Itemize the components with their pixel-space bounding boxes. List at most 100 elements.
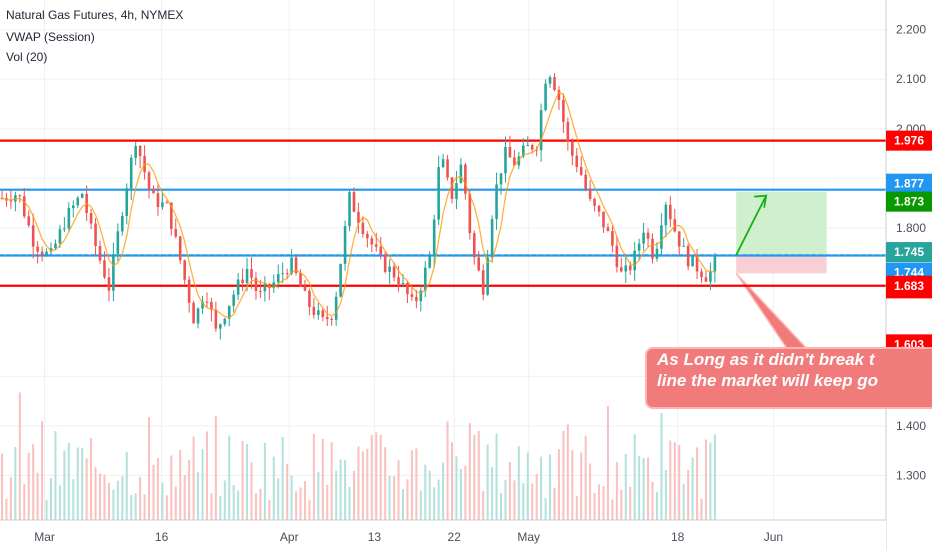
volume-bar (531, 483, 534, 520)
volume-bar (669, 440, 672, 520)
volume-bar (308, 499, 311, 520)
candle-body (593, 198, 596, 206)
candle-body (259, 290, 262, 292)
price-tick-label: 1.800 (896, 221, 926, 235)
volume-bar (620, 489, 623, 520)
volume-bar (259, 488, 262, 520)
candle-body (366, 233, 369, 239)
volume-bar (326, 484, 329, 520)
chart-title[interactable]: Natural Gas Futures, 4h, NYMEX (6, 8, 184, 22)
volume-bar (223, 480, 226, 520)
volume-bar (23, 483, 26, 520)
volume-bar (85, 458, 88, 520)
candle-body (120, 215, 124, 232)
volume-bar (303, 481, 306, 520)
candle-body (397, 277, 400, 285)
volume-bar (116, 480, 119, 520)
candle-body (695, 255, 699, 272)
candle-body (459, 164, 463, 184)
volume-bar (464, 465, 467, 520)
volume-bar (9, 477, 12, 520)
candle-body (116, 231, 120, 255)
indicator-volume[interactable]: Vol (20) (6, 50, 48, 64)
volume-bar (81, 447, 84, 520)
candle-body (415, 296, 418, 302)
volume-bar (174, 486, 177, 520)
candle-body (129, 157, 133, 189)
candle-body (620, 267, 623, 272)
volume-bar (549, 454, 552, 520)
price-tick-label: 1.400 (896, 419, 926, 433)
volume-bar (192, 436, 195, 520)
candle-body (468, 193, 472, 234)
time-tick-label: Apr (280, 530, 299, 544)
time-tick-label: 13 (368, 530, 382, 544)
volume-bar (67, 442, 70, 520)
candle-body (530, 145, 534, 150)
candle-body (584, 174, 587, 189)
candle-body (348, 192, 351, 227)
candle-body (201, 301, 204, 309)
volume-bar (76, 447, 79, 520)
candle-body (63, 228, 66, 230)
volume-bar (161, 482, 164, 520)
arrow-shaft (735, 195, 767, 256)
volume-bar (32, 444, 35, 520)
volume-bar (366, 448, 369, 520)
volume-bar (455, 456, 458, 520)
volume-bar (63, 450, 66, 520)
volume-bar (27, 452, 30, 520)
candle-body (388, 266, 391, 272)
volume-bar (415, 448, 418, 520)
candle-body (138, 145, 142, 157)
candle-body (312, 307, 316, 315)
volume-bar (459, 468, 462, 520)
volume-bar (580, 452, 583, 520)
time-tick-label: May (517, 530, 540, 544)
candle-body (428, 255, 432, 268)
annotation-callout[interactable]: As Long as it didn't break t line the ma… (645, 347, 932, 409)
candle-body (481, 270, 485, 295)
candle-body (263, 284, 267, 292)
indicator-vwap[interactable]: VWAP (Session) (6, 30, 95, 44)
volume-bar (687, 470, 690, 520)
volume-bar (237, 490, 240, 520)
volume-bar (696, 447, 699, 520)
volume-bar (638, 456, 641, 520)
candle-body (308, 290, 311, 308)
volume-bar (593, 492, 596, 520)
volume-bar (504, 479, 507, 520)
volume-bar (442, 462, 445, 520)
candle-body (147, 172, 151, 189)
time-tick-label: 22 (448, 530, 462, 544)
candle-body (223, 318, 227, 325)
horizontal-levels[interactable] (0, 139, 886, 287)
candle-body (637, 243, 641, 251)
candle-body (504, 146, 507, 174)
candle-body (521, 145, 525, 157)
candle-body (677, 231, 681, 247)
candle-body (477, 257, 481, 271)
volume-bar (598, 484, 601, 520)
candle-body (183, 260, 186, 280)
volume-bar (317, 471, 320, 520)
candle-body (214, 309, 218, 329)
candle-body (691, 255, 694, 267)
candle-body (597, 205, 601, 212)
volume-bar (388, 475, 391, 520)
stop-zone (736, 255, 827, 274)
candle-body (660, 225, 663, 249)
volume-bar (312, 433, 315, 520)
candle-body (713, 256, 717, 272)
volume-bar (134, 493, 137, 520)
annotation-line-2: line the market will keep go (657, 371, 879, 390)
candle-body (112, 254, 115, 291)
candles (0, 73, 717, 340)
candle-body (325, 316, 329, 320)
candle-body (553, 77, 556, 90)
volume-bar (629, 486, 632, 520)
volume-bar (535, 473, 538, 520)
volume-bar (103, 474, 106, 520)
candle-body (401, 282, 405, 285)
